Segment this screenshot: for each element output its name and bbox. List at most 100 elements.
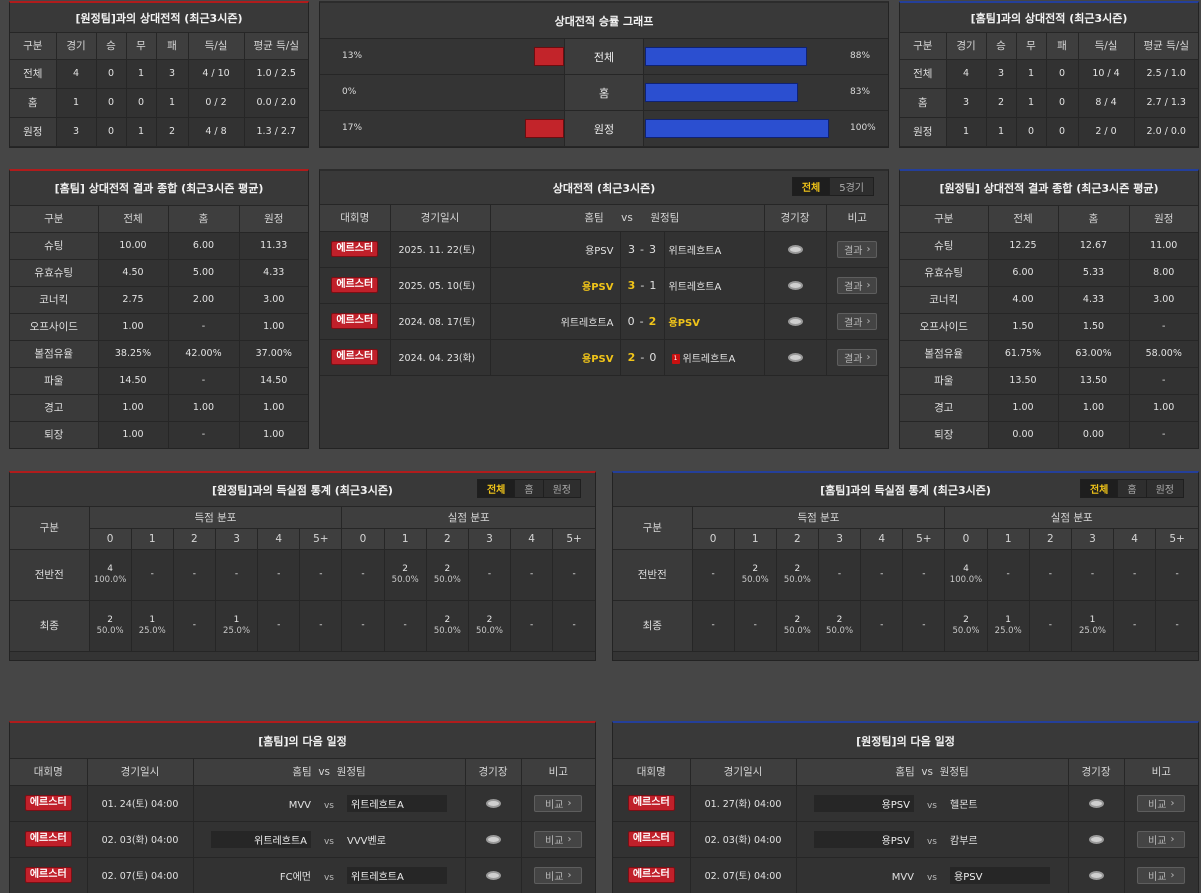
cell-value: 4.00 [988, 286, 1059, 314]
stadium-icon[interactable] [787, 352, 803, 362]
tab-home[interactable]: 홈 [515, 480, 544, 497]
cell-value: 1.00 [988, 394, 1059, 422]
compare-button[interactable]: 비교 › [534, 866, 583, 884]
schedule-row: 에르스터 01. 24(토) 04:00 MVV vs 위트레흐트A 비교 › [10, 785, 595, 822]
home-team: 용PSV [490, 339, 621, 376]
goals-home-panel: [원정팀]과의 득실점 통계 (최근3시즌) 전체 홈 원정 구분 득점 분포 실점… [9, 471, 596, 661]
cell-value: 0 [96, 88, 127, 118]
cell-value: 4.33 [1058, 286, 1130, 314]
result-button[interactable]: 결과 › [837, 348, 878, 366]
dist-cell: 2 50.0% [384, 549, 427, 601]
stadium-icon[interactable] [787, 280, 803, 290]
cell-value: 10 / 4 [1078, 59, 1135, 89]
tab-away[interactable]: 원정 [1146, 480, 1183, 497]
col-goal-count: 4 [510, 528, 554, 550]
col-header: 전체 [98, 206, 169, 233]
red-card-icon: 1 [671, 353, 680, 364]
dist-cell: - [341, 600, 385, 652]
cell-value: - [168, 313, 240, 341]
stadium-icon[interactable] [1088, 834, 1104, 844]
col-goal-count: 2 [776, 528, 819, 550]
home-score: 3 [627, 278, 636, 292]
col-scored: 득점 분포 [692, 507, 946, 529]
tab-all[interactable]: 전체 [1080, 480, 1119, 497]
league-badge[interactable]: 에르스터 [331, 349, 379, 365]
cell-value: 6.00 [168, 232, 240, 260]
col-note: 비고 [1124, 759, 1198, 786]
schedule-row: 에르스터 02. 07(토) 04:00 FC에먼 vs 위트레흐트A 비교 › [10, 857, 595, 893]
away-cell: 위트레흐트A [664, 231, 765, 268]
cell-value: 2.75 [98, 286, 169, 314]
home-team: 용PSV [490, 267, 621, 304]
col-goal-count: 4 [1113, 528, 1157, 550]
cell-value: 11.33 [239, 232, 308, 260]
cell-value: 1.00 [168, 394, 240, 422]
schedule-row: 에르스터 02. 07(토) 04:00 MVV vs 용PSV 비교 › [613, 857, 1198, 893]
cell-value: 13.50 [1058, 367, 1130, 395]
stadium-icon[interactable] [485, 798, 501, 808]
stadium-icon[interactable] [1088, 798, 1104, 808]
league-badge[interactable]: 에르스터 [331, 313, 379, 329]
stadium-icon[interactable] [485, 834, 501, 844]
dist-count: - [234, 569, 239, 579]
row-label: 홈 [900, 88, 947, 118]
summary-away-title: [원정팀] 상대전적 결과 종합 (최근3시즌 평균) [900, 171, 1198, 206]
col-goal-count: 0 [89, 528, 132, 550]
dist-percent: 50.0% [783, 574, 811, 585]
tab-away[interactable]: 원정 [543, 480, 580, 497]
match-date: 01. 24(토) 04:00 [87, 785, 194, 822]
chevron-right-icon: › [866, 279, 871, 291]
row-label: 유효슈팅 [900, 259, 989, 287]
tab-all[interactable]: 전체 [792, 178, 831, 195]
result-button[interactable]: 결과 › [837, 240, 878, 258]
compare-button[interactable]: 비교 › [1137, 830, 1186, 848]
chevron-right-icon: › [567, 797, 572, 809]
compare-button[interactable]: 비교 › [534, 830, 583, 848]
dist-cell: 1 25.0% [215, 600, 259, 652]
result-button[interactable]: 결과 › [837, 312, 878, 330]
tab-all[interactable]: 전체 [477, 480, 516, 497]
h2h-matches-tabs: 전체 5경기 [791, 177, 874, 196]
league-badge[interactable]: 에르스터 [331, 241, 379, 257]
compare-button[interactable]: 비교 › [534, 794, 583, 812]
compare-button[interactable]: 비교 › [1137, 866, 1186, 884]
stadium-icon[interactable] [787, 316, 803, 326]
table-row: 원정 3 0 1 2 4 / 8 1.3 / 2.7 [10, 117, 308, 147]
home-score: 0 [627, 314, 635, 328]
compare-button[interactable]: 비교 › [1137, 794, 1186, 812]
stadium-icon[interactable] [1088, 870, 1104, 880]
dist-count: - [711, 620, 715, 630]
league-badge[interactable]: 에르스터 [24, 831, 72, 847]
table-row: 경고 1.00 1.00 1.00 [10, 394, 308, 422]
league-badge[interactable]: 에르스터 [24, 795, 72, 811]
dist-count: - [1133, 620, 1137, 630]
table-row: 최종 2 50.0% 1 25.0% -1 25.0% - - - -2 50.0% 2 50.0% - - [10, 600, 595, 652]
cell-value: 0.00 [988, 421, 1059, 448]
col-header: 패 [156, 33, 189, 60]
stadium-icon[interactable] [485, 870, 501, 880]
cell-value: - [168, 367, 240, 395]
dist-percent: 50.0% [391, 574, 419, 585]
league-badge[interactable]: 에르스터 [331, 277, 379, 293]
league-badge[interactable]: 에르스터 [627, 867, 675, 883]
right-percent: 100% [850, 123, 876, 133]
dist-count: 2 [486, 614, 493, 625]
league-badge[interactable]: 에르스터 [627, 795, 675, 811]
dist-count: - [277, 620, 281, 630]
teams-cell: MVV vs 위트레흐트A [193, 785, 466, 822]
stadium-icon[interactable] [787, 244, 803, 254]
dist-cell: - [1029, 600, 1072, 652]
cell-value: 2.00 [168, 286, 240, 314]
dist-cell: - [131, 549, 174, 601]
tab-home[interactable]: 홈 [1118, 480, 1147, 497]
league-badge[interactable]: 에르스터 [24, 867, 72, 883]
table-row: 코너킥 2.75 2.00 3.00 [10, 286, 308, 314]
result-button[interactable]: 결과 › [837, 276, 878, 294]
league-badge[interactable]: 에르스터 [627, 831, 675, 847]
cell-value: 2 [986, 88, 1017, 118]
h2h-matches-table: 대회명 경기일시 홈팀 vs 원정팀 경기장 비고 에르스터 2025. 11. … [320, 205, 888, 376]
dist-cell: - [552, 549, 595, 601]
dist-count: - [1048, 569, 1052, 579]
score: 3-3 [620, 231, 665, 268]
tab-5-games[interactable]: 5경기 [830, 178, 873, 195]
